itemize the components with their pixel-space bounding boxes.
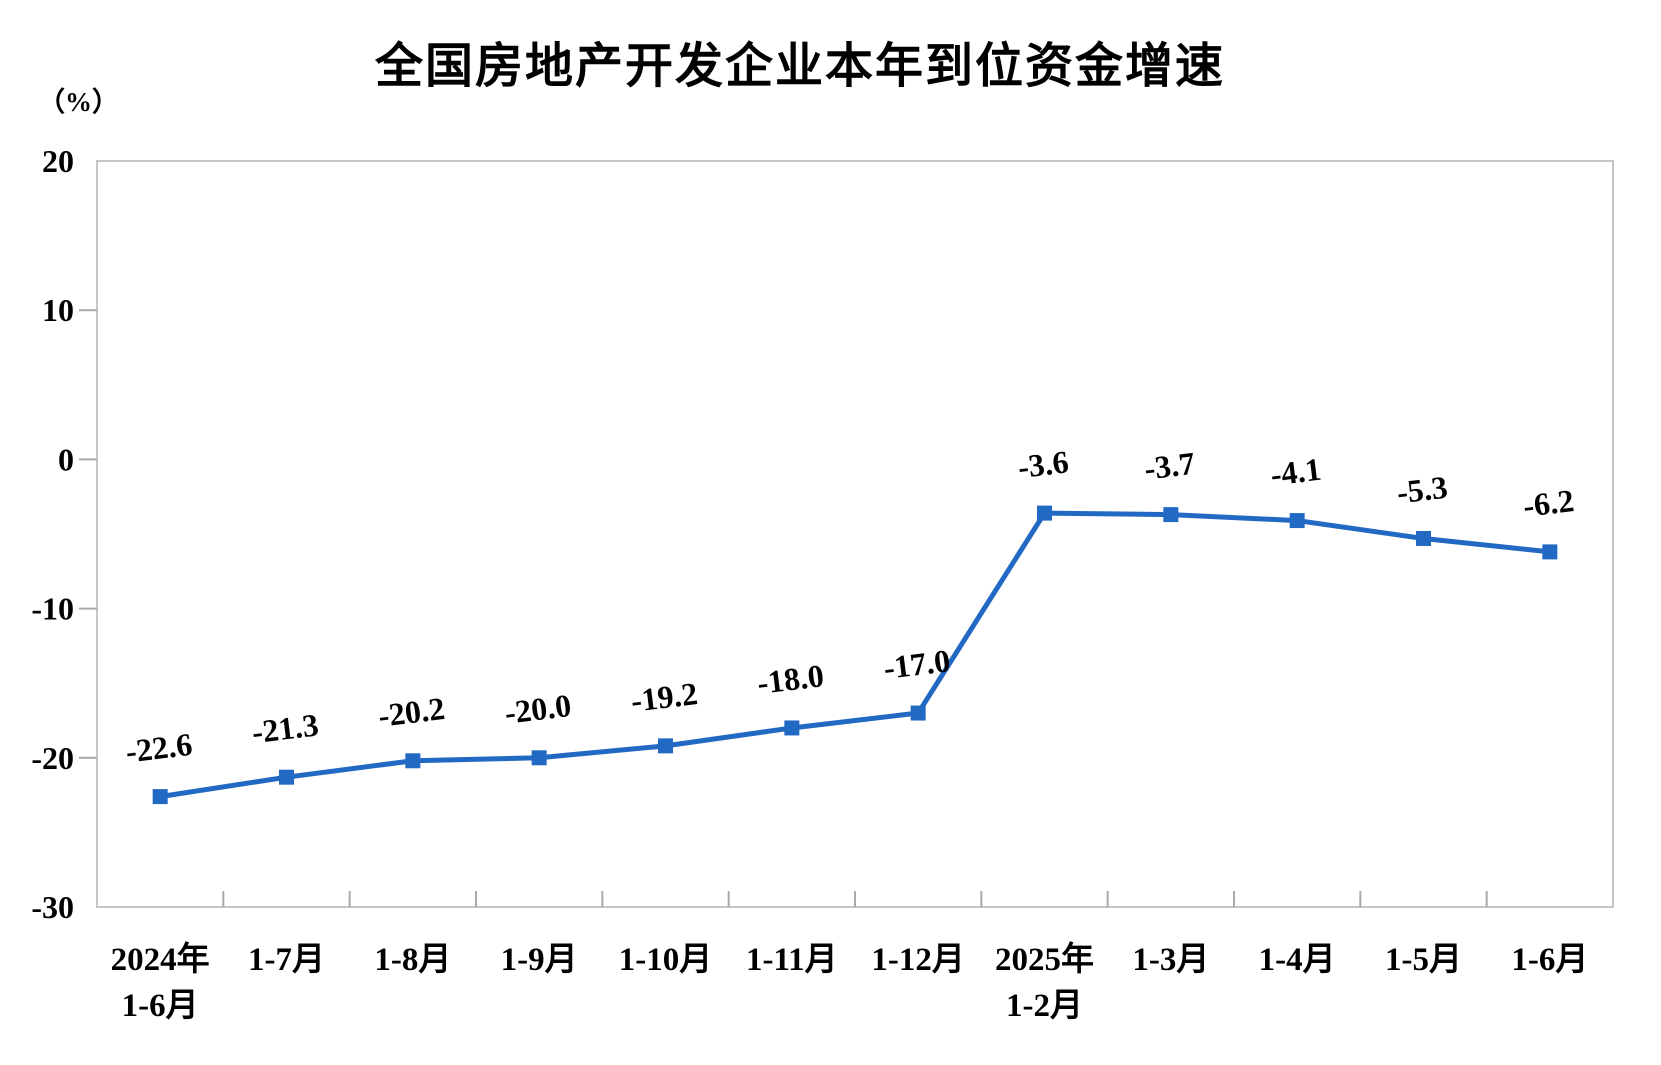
- data-point-label: -21.3: [250, 706, 321, 750]
- data-line: [157, 510, 1553, 800]
- data-point-label: -20.2: [376, 690, 447, 734]
- data-point-marker: [1289, 513, 1305, 529]
- y-axis-tick-label: 0: [58, 441, 74, 477]
- chart-title: 全国房地产开发企业本年到位资金增速: [374, 40, 1225, 93]
- x-axis-category-label: 1-12月: [871, 942, 965, 978]
- data-point-label: -18.0: [755, 657, 826, 701]
- y-axis-unit-label: （%）: [38, 87, 119, 117]
- data-point-marker: [658, 738, 673, 754]
- y-axis-tick-label: 20: [42, 143, 74, 179]
- data-point-label: -20.0: [503, 687, 574, 731]
- data-point-marker: [1037, 505, 1052, 521]
- data-point-marker: [1542, 544, 1558, 560]
- data-point-label: -3.6: [1016, 443, 1071, 485]
- x-axis-category-label: 1-9月: [501, 942, 578, 978]
- data-point-marker: [152, 789, 168, 805]
- data-point-marker: [279, 769, 294, 785]
- data-point-label: -6.2: [1521, 482, 1576, 524]
- data-point-marker: [531, 750, 547, 766]
- y-axis-tick-label: -10: [31, 591, 74, 627]
- data-point-label: -22.6: [124, 726, 195, 770]
- x-axis-category-label: 2025年: [995, 941, 1094, 978]
- data-point-marker: [910, 705, 926, 721]
- x-axis-category-label: 1-8月: [374, 942, 451, 978]
- y-axis-tick-label: -30: [31, 889, 74, 925]
- data-point-label: -17.0: [882, 642, 953, 686]
- y-axis-tick-label: -20: [31, 740, 74, 776]
- x-axis-category-label: 1-6月: [1511, 942, 1588, 978]
- data-point-marker: [1163, 507, 1179, 523]
- data-point-marker: [405, 753, 421, 769]
- x-axis-category-label: 1-7月: [248, 942, 325, 978]
- x-axis-category-label: 1-3月: [1132, 942, 1209, 978]
- y-axis-tick-label: 10: [42, 292, 74, 328]
- x-axis-category-label: 2024年: [111, 941, 210, 978]
- data-point-marker: [1416, 530, 1431, 546]
- data-point-label: -3.7: [1142, 445, 1197, 487]
- x-axis-category-label: 1-5月: [1385, 942, 1462, 978]
- x-axis-category-label: 1-11月: [746, 942, 838, 978]
- x-axis-category-label: 1-4月: [1259, 942, 1336, 978]
- x-axis-category-label: 1-6月: [122, 988, 199, 1024]
- x-axis-category-label: 1-10月: [619, 942, 713, 978]
- x-axis-category-label: 1-2月: [1006, 988, 1083, 1024]
- data-point-label: -5.3: [1395, 469, 1450, 511]
- data-point-marker: [784, 720, 800, 736]
- data-point-label: -4.1: [1268, 451, 1323, 493]
- data-point-label: -19.2: [629, 675, 700, 719]
